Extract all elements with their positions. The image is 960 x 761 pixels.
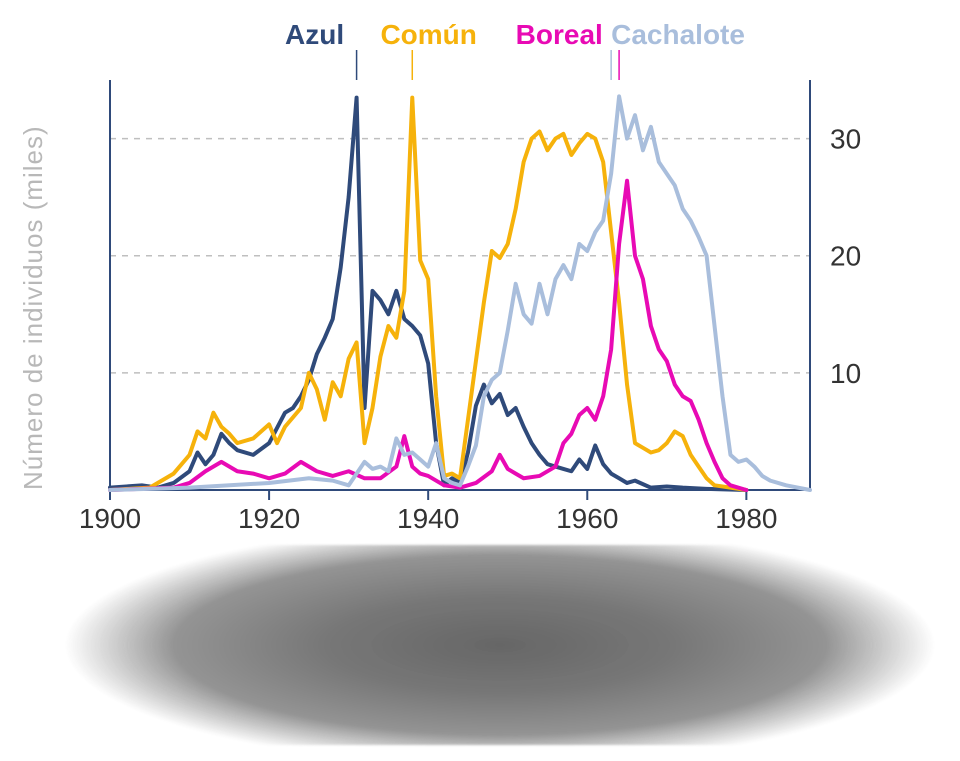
x-tick-label: 1960 [556, 503, 618, 534]
series-común [110, 98, 746, 490]
x-tick-label: 1940 [397, 503, 459, 534]
series-cachalote [110, 96, 810, 490]
series-label-boreal: Boreal [516, 19, 603, 50]
series-boreal [110, 181, 746, 490]
chart-frame [110, 80, 810, 490]
x-tick-label: 1920 [238, 503, 300, 534]
series-label-azul: Azul [285, 19, 344, 50]
whale-illustration [65, 545, 935, 745]
y-tick-label: 10 [830, 358, 861, 389]
x-tick-label: 1980 [715, 503, 777, 534]
series-label-cachalote: Cachalote [611, 19, 745, 50]
y-tick-label: 20 [830, 241, 861, 272]
series-label-común: Común [380, 19, 476, 50]
y-axis-title: Número de individuos (miles) [18, 125, 49, 490]
y-tick-label: 30 [830, 124, 861, 155]
x-tick-label: 1900 [79, 503, 141, 534]
